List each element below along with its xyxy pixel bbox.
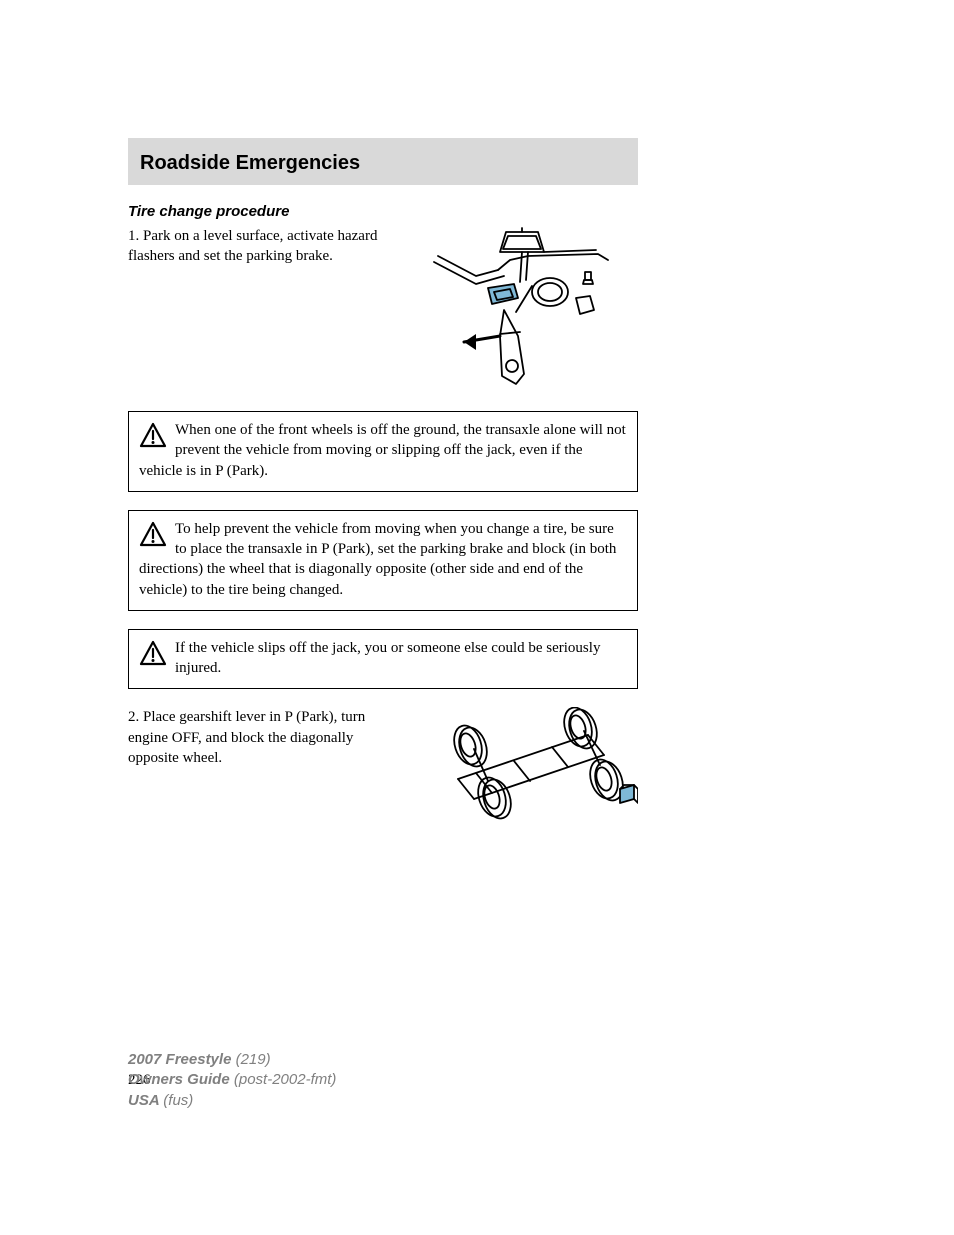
section-header: Roadside Emergencies [128, 138, 638, 185]
footer-guide: Owners Guide [128, 1071, 234, 1088]
warning-box-2: To help prevent the vehicle from moving … [128, 510, 638, 611]
pedal-area-svg [428, 226, 628, 391]
warning-box-1: When one of the front wheels is off the … [128, 411, 638, 492]
footer-fus: (fus) [163, 1092, 193, 1109]
step2-text: 2. Place gearshift lever in P (Park), tu… [128, 707, 402, 822]
warning-icon [139, 640, 167, 666]
warning-text-3: If the vehicle slips off the jack, you o… [175, 640, 600, 676]
footer-fmt: (post-2002-fmt) [234, 1071, 337, 1088]
warning-icon [139, 422, 167, 448]
warning-text-2: To help prevent the vehicle from moving … [139, 521, 616, 598]
warning-text-1: When one of the front wheels is off the … [139, 422, 626, 479]
step1-row: 1. Park on a level surface, activate haz… [128, 226, 638, 391]
footer-model: 2007 Freestyle [128, 1051, 236, 1068]
subheading: Tire change procedure [128, 203, 638, 220]
footer: 2007 Freestyle (219) Owners Guide (post-… [128, 1050, 336, 1111]
step1-illustration [418, 226, 638, 391]
footer-region: USA [128, 1092, 163, 1109]
warning-icon [139, 521, 167, 547]
footer-line-1: 2007 Freestyle (219) [128, 1050, 336, 1070]
warning-box-3: If the vehicle slips off the jack, you o… [128, 629, 638, 690]
footer-line-3: USA (fus) [128, 1091, 336, 1111]
step2-illustration [418, 707, 638, 822]
footer-code: (219) [236, 1051, 271, 1068]
footer-line-2: Owners Guide (post-2002-fmt) [128, 1070, 336, 1090]
section-title: Roadside Emergencies [140, 152, 626, 175]
chassis-svg [418, 707, 638, 822]
step2-row: 2. Place gearshift lever in P (Park), tu… [128, 707, 638, 822]
step1-text: 1. Park on a level surface, activate haz… [128, 226, 402, 391]
page-content: Roadside Emergencies Tire change procedu… [128, 138, 638, 1089]
